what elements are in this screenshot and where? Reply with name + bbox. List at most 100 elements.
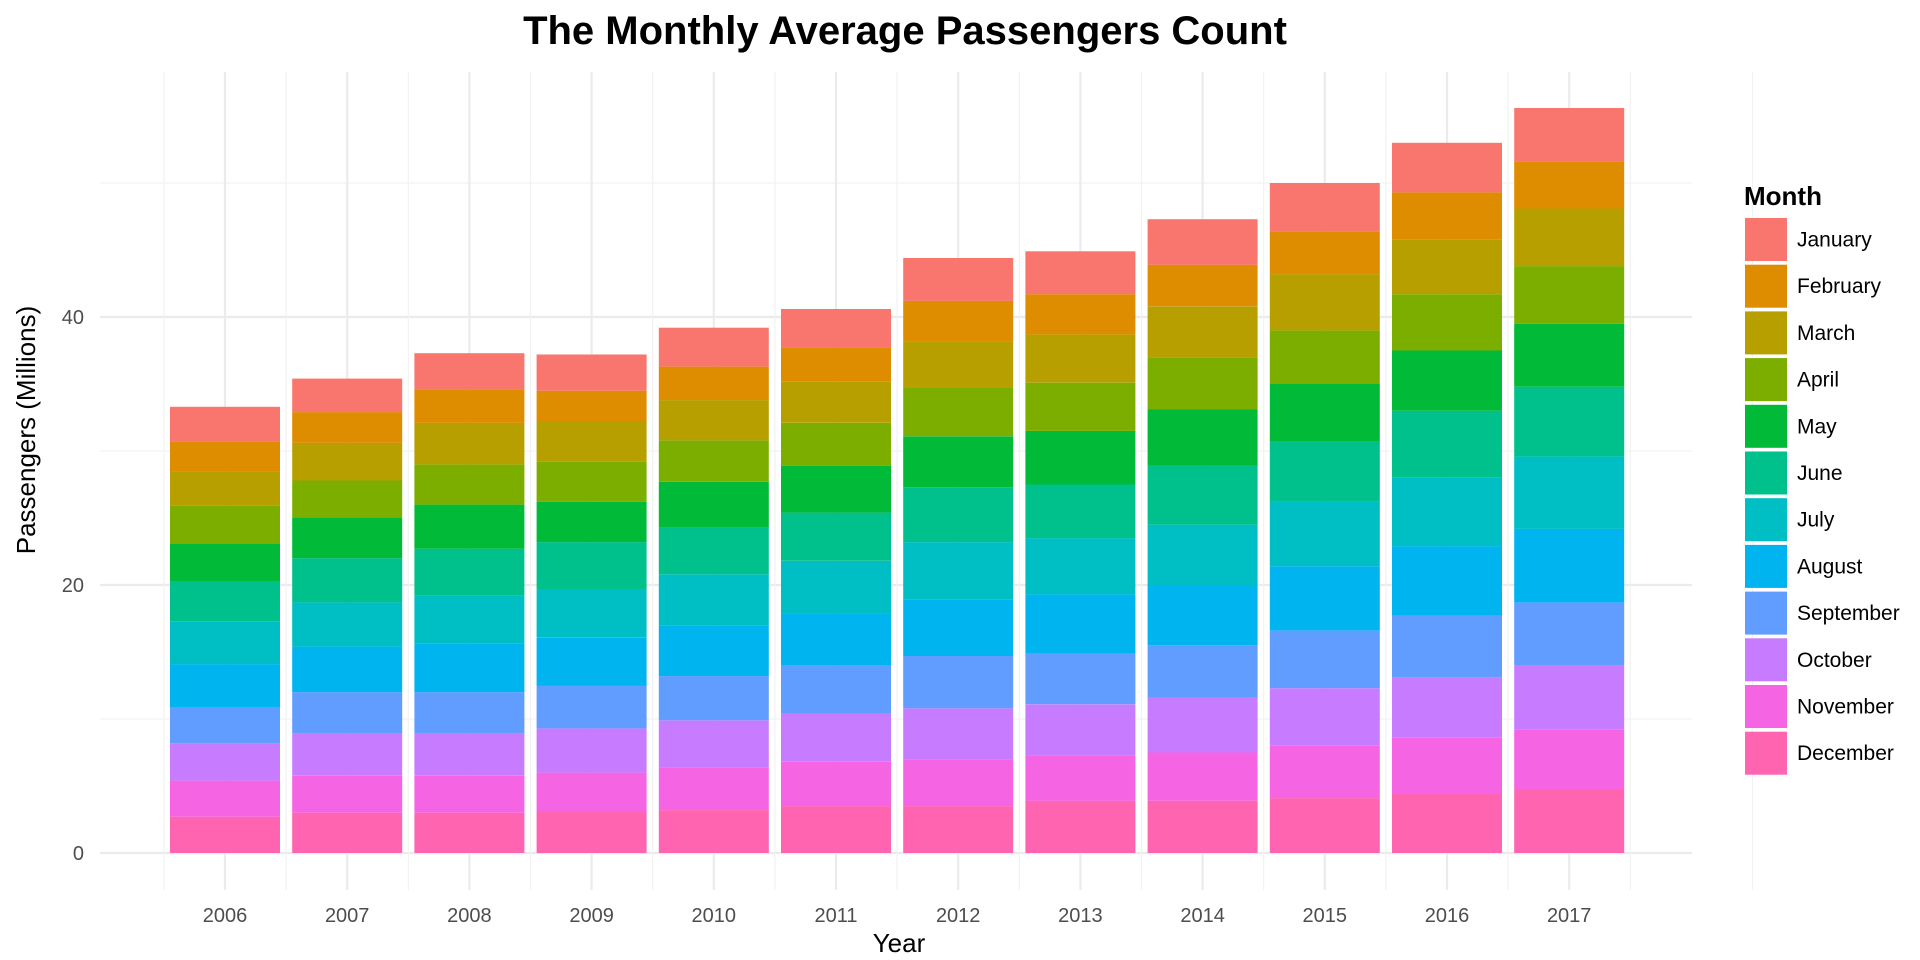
x-tick-label: 2009 bbox=[569, 905, 614, 927]
x-tick-label: 2015 bbox=[1303, 905, 1348, 927]
legend-key-may bbox=[1745, 404, 1787, 448]
x-tick-label: 2012 bbox=[936, 905, 981, 927]
bar-segment-july-2010 bbox=[658, 574, 769, 626]
bar-segment-october-2006 bbox=[170, 743, 280, 781]
bar-segment-january-2006 bbox=[170, 406, 280, 442]
bar-segment-january-2017 bbox=[1514, 108, 1625, 162]
bar-segment-april-2015 bbox=[1269, 330, 1380, 384]
bar-segment-may-2017 bbox=[1514, 323, 1625, 387]
bar-segment-february-2009 bbox=[536, 390, 647, 422]
legend-title: Month bbox=[1744, 181, 1822, 211]
bar-segment-september-2015 bbox=[1269, 630, 1380, 689]
legend-label-july: July bbox=[1797, 509, 1835, 532]
bar-segment-june-2012 bbox=[903, 487, 1014, 543]
bar-segment-november-2012 bbox=[903, 759, 1014, 807]
legend-key-march bbox=[1745, 311, 1787, 355]
bar-segment-january-2008 bbox=[414, 353, 525, 390]
bar-segment-november-2008 bbox=[414, 775, 525, 813]
bar-segment-may-2008 bbox=[414, 504, 525, 549]
legend-key-january bbox=[1745, 218, 1787, 261]
bar-segment-july-2012 bbox=[903, 542, 1014, 600]
bar-segment-december-2011 bbox=[781, 806, 891, 853]
bar-segment-february-2006 bbox=[170, 441, 280, 472]
bar-segment-june-2006 bbox=[170, 581, 280, 622]
bar-segment-april-2009 bbox=[536, 461, 647, 502]
bar-segment-september-2011 bbox=[781, 665, 891, 714]
y-tick-label: 0 bbox=[73, 843, 84, 865]
bar-segment-april-2008 bbox=[414, 464, 525, 505]
legend-label-december: December bbox=[1797, 742, 1894, 765]
y-axis-ticks: 0 20 40 bbox=[62, 307, 84, 865]
bar-segment-august-2013 bbox=[1025, 594, 1136, 654]
bar-segment-december-2016 bbox=[1392, 794, 1502, 853]
bar-segment-november-2015 bbox=[1269, 745, 1380, 799]
bar-segment-may-2010 bbox=[658, 481, 769, 528]
x-tick-label: 2010 bbox=[692, 905, 737, 927]
bar-segment-october-2011 bbox=[781, 713, 891, 762]
bar-segment-august-2016 bbox=[1392, 546, 1502, 616]
bar-segment-august-2006 bbox=[170, 664, 280, 707]
bar-segment-october-2012 bbox=[903, 708, 1014, 760]
bar-segment-december-2015 bbox=[1269, 798, 1380, 853]
bar-segment-march-2006 bbox=[170, 471, 280, 506]
bar-segment-march-2015 bbox=[1269, 274, 1380, 331]
bar-segment-july-2017 bbox=[1514, 456, 1625, 529]
bar-segment-august-2017 bbox=[1514, 528, 1625, 603]
bar-segment-june-2007 bbox=[292, 558, 403, 603]
bar-segment-september-2006 bbox=[170, 706, 280, 744]
legend-key-april bbox=[1745, 358, 1787, 402]
bar-segment-september-2014 bbox=[1147, 645, 1258, 698]
legend: Month January February March April May June Ju… bbox=[1744, 181, 1900, 775]
bar-segment-february-2010 bbox=[658, 366, 769, 401]
bar-segment-june-2008 bbox=[414, 548, 525, 596]
bar-segment-september-2010 bbox=[658, 676, 769, 721]
bar-segment-february-2008 bbox=[414, 389, 525, 423]
bar-segment-april-2013 bbox=[1025, 382, 1136, 431]
bar-segment-march-2017 bbox=[1514, 208, 1625, 267]
bar-segment-february-2015 bbox=[1269, 231, 1380, 275]
bar-segment-december-2007 bbox=[292, 812, 403, 853]
bar-segment-may-2006 bbox=[170, 543, 280, 581]
x-tick-label: 2013 bbox=[1058, 905, 1103, 927]
legend-key-october bbox=[1745, 638, 1787, 682]
bar-segment-august-2012 bbox=[903, 599, 1014, 656]
bar-segment-july-2015 bbox=[1269, 501, 1380, 567]
x-axis-ticks: 2006 2007 2008 2009 2010 2011 2012 2013 2014 2015… bbox=[203, 905, 1592, 927]
x-tick-label: 2016 bbox=[1425, 905, 1470, 927]
bar-segment-march-2016 bbox=[1392, 239, 1502, 295]
bar-segment-february-2012 bbox=[903, 300, 1014, 342]
bar-segment-march-2013 bbox=[1025, 334, 1136, 383]
bar-segment-march-2011 bbox=[781, 381, 891, 423]
legend-label-june: June bbox=[1797, 462, 1843, 485]
legend-key-july bbox=[1745, 498, 1787, 542]
bar-segment-may-2011 bbox=[781, 465, 891, 513]
bar-segment-june-2010 bbox=[658, 527, 769, 575]
bar-segment-november-2011 bbox=[781, 761, 891, 807]
bar-segment-june-2015 bbox=[1269, 441, 1380, 502]
bar-segment-september-2016 bbox=[1392, 615, 1502, 678]
bar-segment-july-2011 bbox=[781, 560, 891, 614]
bar-segment-may-2013 bbox=[1025, 430, 1136, 485]
bar-segment-january-2014 bbox=[1147, 219, 1258, 265]
bar-segment-august-2011 bbox=[781, 613, 891, 666]
bar-segment-october-2016 bbox=[1392, 677, 1502, 738]
bar-segment-september-2013 bbox=[1025, 653, 1136, 705]
bar-segment-june-2009 bbox=[536, 542, 647, 589]
bar-segment-october-2007 bbox=[292, 733, 403, 776]
x-tick-label: 2011 bbox=[814, 905, 857, 927]
plot-bars bbox=[170, 108, 1625, 853]
x-tick-label: 2007 bbox=[325, 905, 370, 927]
bar-segment-february-2011 bbox=[781, 347, 891, 382]
bar-segment-august-2008 bbox=[414, 644, 525, 693]
bar-segment-april-2017 bbox=[1514, 266, 1625, 324]
bar-segment-august-2015 bbox=[1269, 566, 1380, 631]
y-tick-label: 40 bbox=[62, 307, 84, 329]
legend-key-december bbox=[1745, 731, 1787, 775]
bar-segment-march-2014 bbox=[1147, 306, 1258, 358]
bar-segment-may-2007 bbox=[292, 518, 403, 559]
bar-segment-october-2017 bbox=[1514, 665, 1625, 730]
legend-label-february: February bbox=[1797, 275, 1882, 298]
bar-segment-december-2010 bbox=[658, 810, 769, 853]
bar-segment-may-2016 bbox=[1392, 350, 1502, 411]
legend-label-april: April bbox=[1797, 369, 1839, 392]
